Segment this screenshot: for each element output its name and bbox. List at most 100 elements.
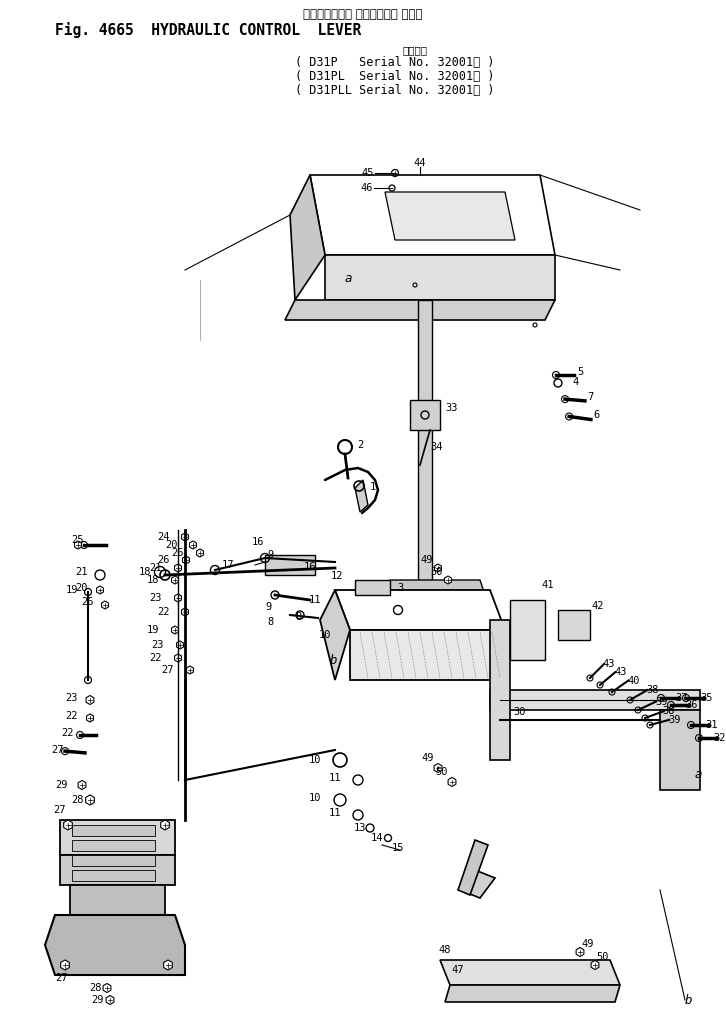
Polygon shape — [335, 590, 505, 630]
Text: b: b — [330, 653, 338, 666]
Text: 38: 38 — [663, 706, 675, 716]
Text: 20: 20 — [76, 583, 89, 593]
Text: 18: 18 — [147, 575, 159, 585]
Polygon shape — [60, 855, 175, 885]
Text: 19: 19 — [147, 625, 159, 635]
Text: 42: 42 — [592, 601, 604, 611]
Polygon shape — [45, 915, 185, 975]
Text: a: a — [695, 768, 703, 782]
Polygon shape — [440, 960, 620, 985]
Text: 26: 26 — [158, 555, 171, 565]
Text: 27: 27 — [51, 745, 63, 755]
Polygon shape — [310, 175, 555, 255]
Text: 27: 27 — [54, 805, 66, 815]
Polygon shape — [458, 840, 488, 895]
Text: 6: 6 — [593, 410, 599, 420]
Text: 13: 13 — [354, 823, 366, 833]
Text: b: b — [685, 994, 693, 1007]
Text: 12: 12 — [331, 571, 343, 581]
Text: 32: 32 — [714, 733, 726, 743]
Polygon shape — [510, 600, 545, 660]
Text: 23: 23 — [150, 593, 162, 603]
Text: 22: 22 — [66, 711, 78, 721]
Polygon shape — [75, 541, 81, 549]
Polygon shape — [285, 300, 555, 320]
Text: 30: 30 — [514, 707, 526, 717]
Polygon shape — [174, 654, 182, 662]
Text: 8: 8 — [295, 612, 301, 622]
Text: 48: 48 — [439, 945, 452, 955]
Text: ( D31PLL Serial No. 32001～ ): ( D31PLL Serial No. 32001～ ) — [295, 85, 494, 97]
Polygon shape — [171, 626, 179, 634]
Polygon shape — [182, 608, 189, 616]
Polygon shape — [61, 960, 69, 970]
Polygon shape — [97, 586, 104, 594]
Text: 24: 24 — [157, 532, 169, 542]
Text: 22: 22 — [157, 607, 169, 617]
Polygon shape — [72, 825, 155, 836]
Polygon shape — [70, 885, 165, 915]
Polygon shape — [265, 555, 315, 575]
Text: 1: 1 — [370, 482, 376, 492]
Text: 39: 39 — [668, 715, 680, 725]
Polygon shape — [86, 696, 94, 705]
Text: 50: 50 — [597, 952, 609, 962]
Polygon shape — [385, 192, 515, 240]
Polygon shape — [64, 820, 73, 830]
Text: 45: 45 — [362, 168, 374, 178]
Text: 11: 11 — [329, 773, 341, 783]
Text: 43: 43 — [614, 667, 627, 677]
Text: ハイドロリック コントロール レバー: ハイドロリック コントロール レバー — [303, 8, 423, 21]
Polygon shape — [410, 400, 440, 430]
Text: 22: 22 — [150, 653, 162, 663]
Text: 44: 44 — [414, 158, 426, 168]
Polygon shape — [355, 480, 368, 512]
Text: a: a — [345, 272, 353, 284]
Polygon shape — [460, 870, 495, 898]
Polygon shape — [435, 564, 441, 572]
Text: 17: 17 — [221, 560, 234, 570]
Polygon shape — [355, 580, 390, 595]
Polygon shape — [320, 590, 350, 680]
Text: 46: 46 — [361, 183, 373, 193]
Text: 50: 50 — [431, 567, 444, 577]
Text: 47: 47 — [452, 966, 464, 975]
Polygon shape — [325, 255, 555, 300]
Polygon shape — [102, 601, 108, 609]
Text: 11: 11 — [309, 595, 321, 605]
Polygon shape — [60, 820, 175, 855]
Text: 19: 19 — [66, 585, 78, 595]
Polygon shape — [576, 947, 584, 956]
Text: 9: 9 — [265, 602, 271, 612]
Polygon shape — [434, 763, 442, 772]
Polygon shape — [106, 996, 114, 1005]
Text: 18: 18 — [139, 567, 151, 577]
Polygon shape — [380, 580, 490, 610]
Text: 3: 3 — [397, 583, 403, 593]
Polygon shape — [86, 795, 94, 805]
Text: 27: 27 — [56, 973, 68, 983]
Text: 7: 7 — [587, 392, 593, 402]
Text: 9: 9 — [267, 550, 273, 560]
Polygon shape — [174, 564, 182, 572]
Polygon shape — [163, 960, 172, 970]
Text: 23: 23 — [66, 693, 78, 703]
Polygon shape — [176, 641, 184, 649]
Text: 26: 26 — [172, 548, 184, 558]
Text: 27: 27 — [162, 665, 174, 675]
Text: 26: 26 — [81, 598, 93, 607]
Text: 16: 16 — [303, 562, 317, 572]
Polygon shape — [444, 576, 452, 584]
Text: 21: 21 — [150, 563, 162, 573]
Text: 35: 35 — [701, 693, 713, 703]
Polygon shape — [350, 630, 505, 680]
Text: 40: 40 — [627, 675, 640, 685]
Text: ( D31PL  Serial No. 32001～ ): ( D31PL Serial No. 32001～ ) — [295, 71, 494, 84]
Polygon shape — [72, 840, 155, 851]
Text: 2: 2 — [357, 440, 363, 450]
Polygon shape — [187, 666, 193, 674]
Text: 23: 23 — [152, 640, 164, 650]
Polygon shape — [160, 820, 169, 830]
Polygon shape — [290, 175, 325, 300]
Text: 10: 10 — [319, 630, 331, 640]
